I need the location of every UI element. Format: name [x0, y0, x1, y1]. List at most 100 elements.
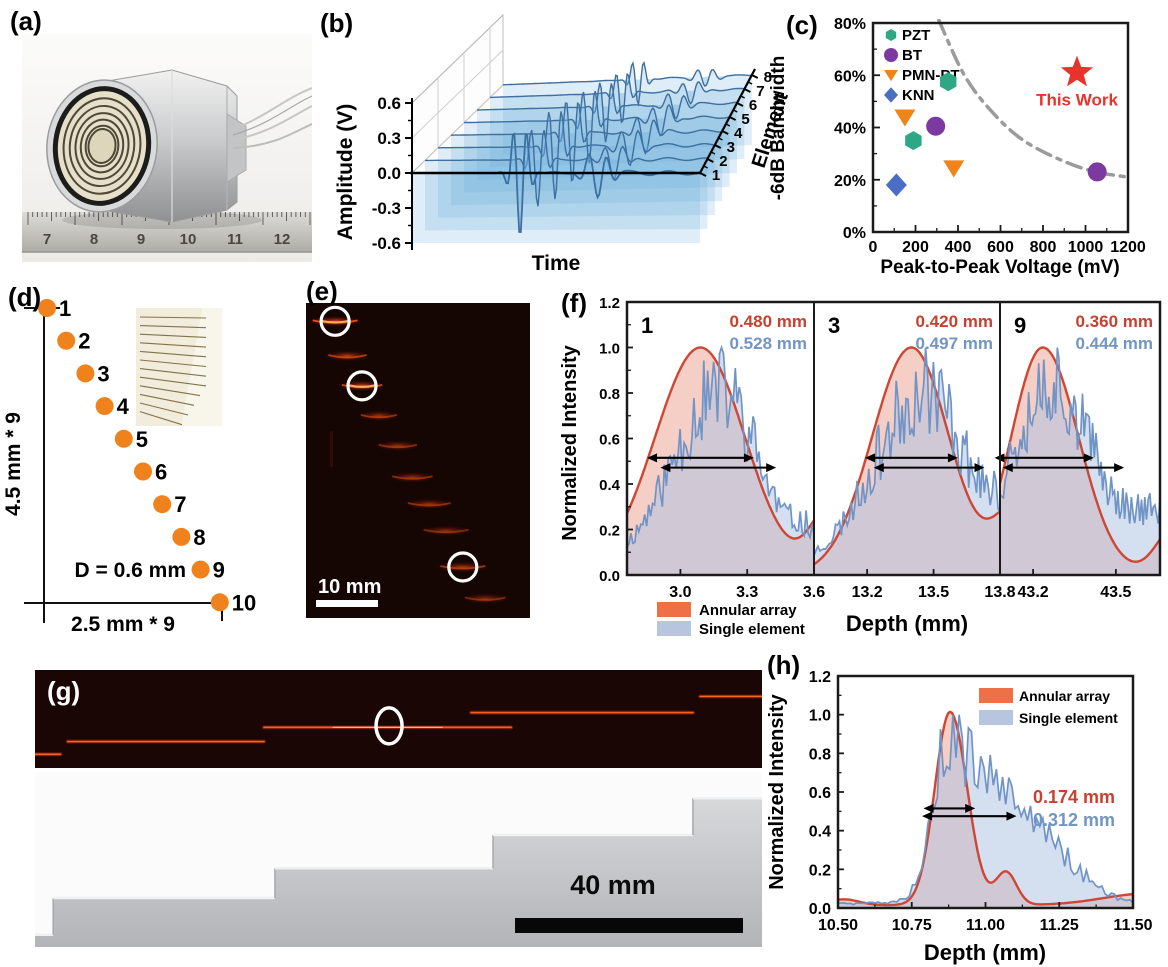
panel-a-label: (a): [10, 6, 42, 36]
y-tick-label: 40%: [834, 121, 866, 138]
wire-phantom-diagram: 1 2 3 4 5 6 7 8 9 10 4.5 mm * 9 2.5 mm * 9 D = 0.6 m…: [0, 278, 310, 650]
subpanel-number: 1: [641, 313, 653, 338]
zero-plane-curtain: [451, 131, 723, 206]
x-tick-label: 13.2: [852, 584, 883, 601]
x-tick-label: 11.50: [1113, 917, 1152, 934]
legend-swatch-single: [657, 621, 691, 636]
fwhm-annular-value: 0.174 mm: [1033, 787, 1115, 807]
wire-target-number: 8: [193, 525, 205, 550]
legend-label: PZT: [902, 27, 930, 44]
zero-plane-curtain: [477, 103, 737, 180]
amplitude-tick-label: 0.6: [377, 94, 401, 113]
highlight-circle: [319, 305, 351, 337]
arrow-head-right: [1006, 811, 1017, 821]
wire: [233, 123, 313, 149]
axial-dimension-label: 4.5 mm * 9: [2, 412, 25, 516]
wire-target-dot: [210, 593, 229, 612]
legend-label-single: Single element: [699, 621, 805, 638]
echo-core: [349, 384, 375, 388]
element-tick-label: 1: [712, 167, 720, 184]
waveform-trace: [477, 82, 738, 143]
arrow-head-left: [1002, 463, 1013, 473]
panel-d-label: (d): [8, 282, 42, 312]
single-area: [628, 347, 813, 574]
highlight-circle: [374, 706, 404, 746]
x-axis-label: Depth (mm): [924, 940, 1046, 965]
fwhm-arrow: [873, 463, 985, 473]
lateral-dimension-label: 2.5 mm * 9: [71, 613, 175, 636]
annular-ring: [62, 97, 142, 195]
inset-wire: [139, 376, 207, 387]
waveform-trace: [490, 72, 745, 124]
echo-arc: [360, 413, 397, 419]
time-axis-label: Time: [532, 252, 581, 275]
x-tick-label: 1200: [1110, 239, 1146, 256]
fwhm-single-value: 0.444 mm: [1076, 334, 1154, 353]
arrow-head-left: [923, 803, 934, 813]
wire-target-dot: [134, 462, 152, 481]
element-axis: [699, 68, 756, 174]
single-line: [815, 347, 999, 556]
this-work-label: This Work: [1036, 91, 1118, 110]
legend-swatch-single: [979, 710, 1013, 725]
y-tick-label: 0.0: [599, 568, 620, 585]
scale-bar: [316, 600, 378, 607]
wire-target-dot: [76, 364, 95, 383]
transducer-photo-drawing: 7 8 9 10 11 12: [22, 69, 316, 253]
wall-grid: [411, 84, 504, 174]
scatter-point-PZT: [905, 131, 922, 151]
legend-swatch-annular: [979, 688, 1013, 703]
fwhm-single-value: 0.497 mm: [916, 334, 994, 353]
wire-target-dot: [57, 331, 76, 350]
element-minor-tick: [725, 123, 731, 127]
waveform-waterfall-chart: 0.6 0.3 0.0 -0.3 -0.6 Amplitude (V) Time 123456…: [334, 13, 793, 275]
ultrasound-bmode-drawing: 10 mm: [307, 305, 511, 607]
step-block-photo: 40 mm: [35, 772, 762, 947]
y-tick-label: 0.2: [599, 523, 620, 540]
y-tick-label: 0.8: [809, 746, 831, 763]
artifact-streak: [330, 431, 333, 467]
wire-target-number: 7: [174, 492, 186, 517]
echo-arc: [392, 475, 433, 480]
zero-plane-curtain: [425, 159, 708, 231]
echo-arc: [440, 565, 486, 570]
waveform-trace: [464, 90, 730, 164]
wall-grid: [411, 14, 504, 104]
annular-ring: [84, 124, 120, 168]
annular-ring: [74, 112, 130, 180]
amplitude-tick-label: -0.6: [372, 234, 401, 253]
wire-target-dot: [172, 527, 191, 546]
echo-core: [320, 319, 350, 324]
fwhm-arrow: [864, 453, 958, 463]
echo-glow: [323, 350, 372, 362]
inset-wire: [139, 393, 195, 406]
element-tick: [743, 88, 751, 93]
arrow-head-left: [922, 811, 933, 821]
x-tick-label: 3.6: [803, 584, 825, 601]
inset-wire: [139, 333, 207, 338]
annular-line: [1001, 346, 1159, 563]
scale-bar-label: 10 mm: [318, 576, 381, 598]
trend-curve: [937, 19, 1130, 179]
element-tick-label: 6: [749, 97, 757, 114]
element-minor-tick: [732, 109, 738, 113]
x-tick-label: 11.25: [1040, 917, 1079, 934]
legend-label-single: Single element: [1019, 710, 1118, 726]
step-block-echo-drawing: [33, 694, 764, 757]
fwhm-annular-value: 0.480 mm: [730, 312, 808, 331]
wire-phantom-inset-photo: [136, 308, 222, 426]
scatter-point-BT: [926, 116, 946, 136]
legend-label: BT: [902, 47, 922, 64]
x-tick-label: 43.5: [1100, 584, 1131, 601]
annular-ring: [79, 118, 125, 174]
arrow-head-right: [974, 463, 985, 473]
inset-wire: [139, 385, 201, 397]
panel-h-label: (h): [767, 650, 801, 680]
arrow-head-right: [1114, 463, 1125, 473]
waveform-trace: [502, 60, 752, 107]
legend-label: KNN: [902, 87, 935, 104]
legend-marker-KNN: [884, 87, 898, 103]
element-minor-tick: [740, 95, 746, 99]
panel-b-label: (b): [320, 8, 354, 38]
